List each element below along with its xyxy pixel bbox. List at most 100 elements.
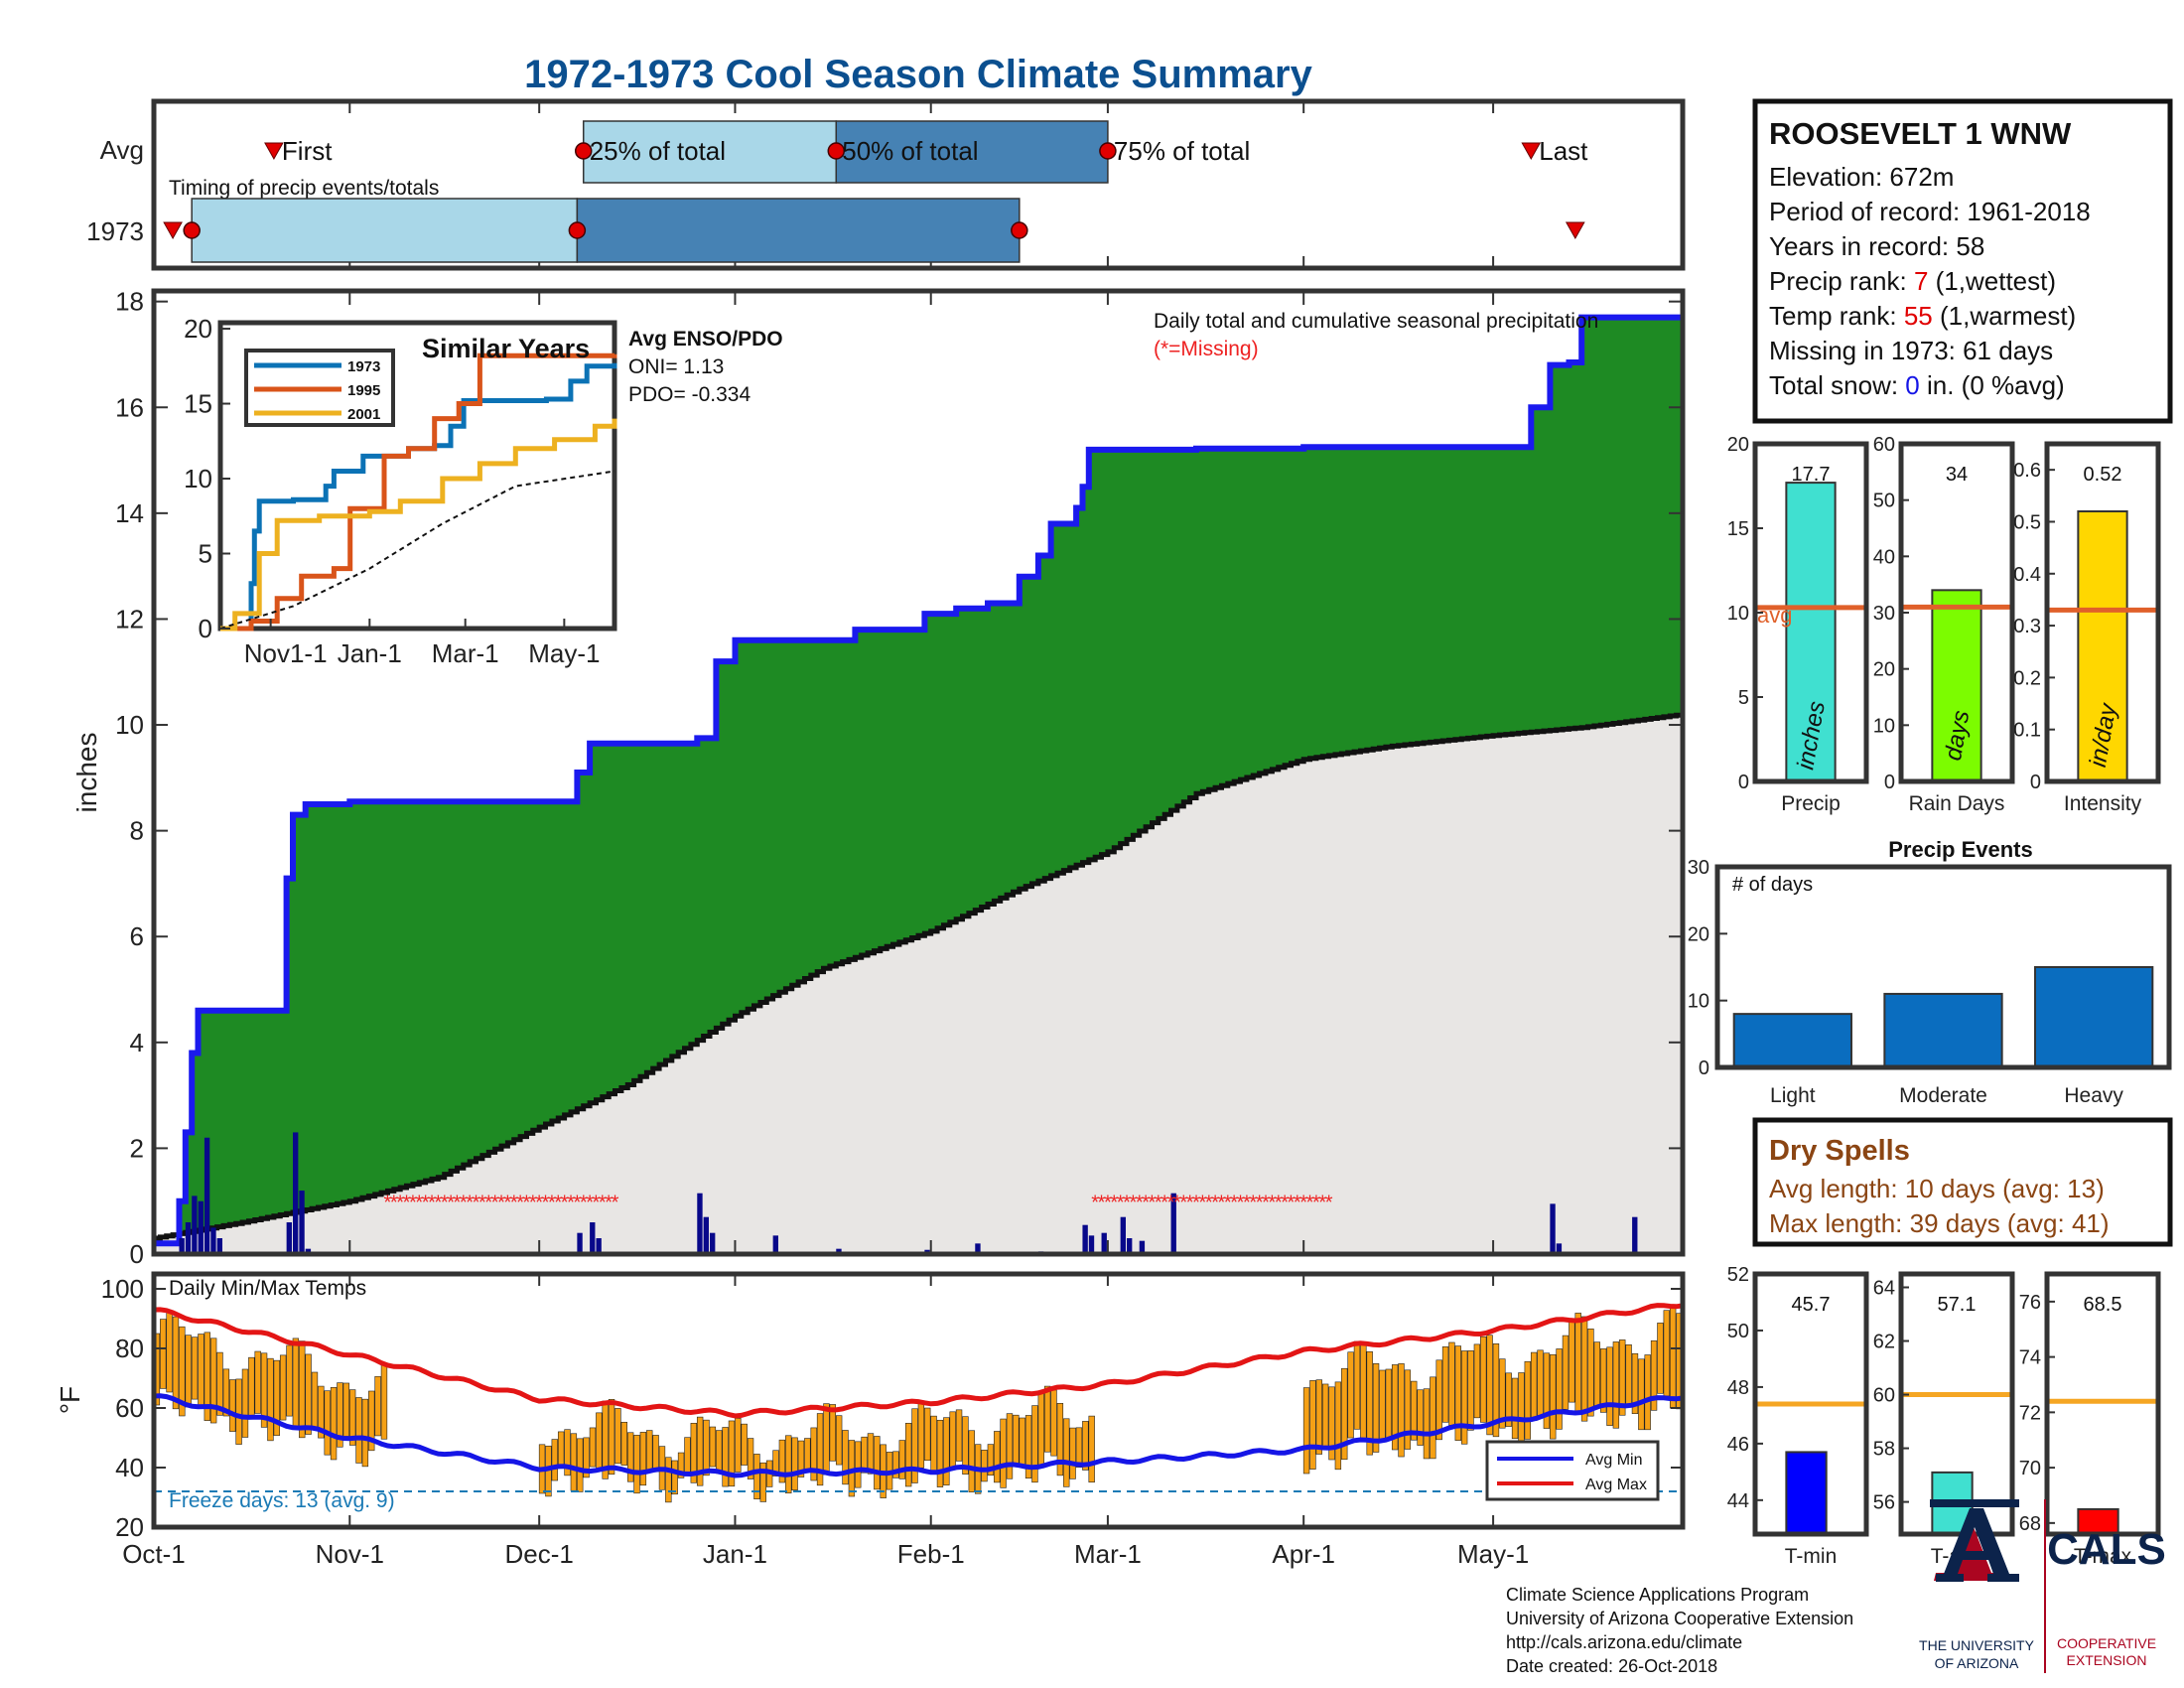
- temp-bar-26: [318, 1385, 325, 1439]
- summary-ytick-label-1-0: 0: [1884, 772, 1895, 793]
- temp-bar-164: [1550, 1353, 1557, 1440]
- temp-ytick-label-2: 60: [115, 1393, 144, 1423]
- events-y-label: # of days: [1732, 874, 1813, 896]
- temp-bar-123: [1082, 1421, 1089, 1471]
- events-ytick-label-3: 30: [1688, 857, 1709, 879]
- temp-bar-128: [1321, 1383, 1329, 1450]
- temp-bar-176: [1625, 1344, 1632, 1406]
- temp-bar-143: [1417, 1389, 1424, 1446]
- missing-marker-nov-70: *: [593, 1193, 601, 1214]
- avg-first-label: First: [282, 136, 333, 166]
- precip-rank: Precip rank: 7 (1,wettest): [1769, 266, 2056, 296]
- ua-line-1: THE UNIVERSITY: [1919, 1637, 2035, 1653]
- missing-marker-mar-159: *: [1155, 1193, 1162, 1214]
- precip-ytick-label-6: 12: [115, 604, 144, 633]
- temp-bar-9: [209, 1337, 217, 1424]
- temp-bar-94: [898, 1440, 905, 1479]
- temp-bar-108: [987, 1444, 995, 1477]
- xtick-label-4: Feb-1: [897, 1539, 965, 1569]
- missing-marker-nov-60: *: [529, 1193, 537, 1214]
- temp-summary-value-0: 45.7: [1792, 1294, 1831, 1316]
- event-bar-heavy: [2034, 966, 2154, 1068]
- temp-bar-140: [1398, 1363, 1405, 1458]
- precip-rank-prefix: Precip rank:: [1769, 266, 1914, 296]
- xtick-label-3: Jan-1: [703, 1539, 767, 1569]
- temp-bar-129: [1328, 1386, 1335, 1461]
- temp-bar-74: [772, 1450, 779, 1477]
- temp-bar-4: [179, 1326, 186, 1417]
- temp-rank-value: 55: [1904, 301, 1933, 331]
- precip-ytick-label-4: 8: [130, 816, 144, 846]
- temp-summary-xlabel-2: T-max: [2074, 1545, 2132, 1568]
- events-frame: [1714, 864, 2172, 1070]
- missing-marker-nov-49: *: [460, 1193, 468, 1214]
- temp-bar-131: [1341, 1367, 1348, 1461]
- temp-bar-31: [348, 1389, 356, 1446]
- missing-marker-mar-178: *: [1275, 1193, 1283, 1214]
- temp-bar-149: [1454, 1345, 1461, 1441]
- temp-summary-frame-1: [1898, 1271, 2015, 1537]
- university-of-arizona-logo: THE UNIVERSITY OF ARIZONA: [1919, 1499, 2035, 1671]
- missing-marker-nov-52: *: [478, 1193, 486, 1214]
- daily-precip-bar-22: [1082, 1224, 1088, 1254]
- temp-bar-62: [696, 1416, 704, 1486]
- missing-marker-mar-184: *: [1312, 1193, 1320, 1214]
- summary-avg-label-0: avg: [1757, 603, 1792, 628]
- avg-75-marker: [1099, 142, 1117, 160]
- missing-marker-mar-151: *: [1104, 1193, 1112, 1214]
- missing-marker-mar-171: *: [1230, 1193, 1238, 1214]
- xtick-label-0: Oct-1: [122, 1539, 186, 1569]
- missing-marker-mar-158: *: [1149, 1193, 1157, 1214]
- temp-rank-prefix: Temp rank:: [1769, 301, 1904, 331]
- missing-marker-mar-175: *: [1256, 1193, 1264, 1214]
- daily-precip-bar-12: [590, 1222, 596, 1254]
- temp-bar-163: [1543, 1352, 1551, 1429]
- inset-line-1995: [220, 352, 617, 632]
- temp-bar-137: [1379, 1369, 1386, 1441]
- xtick-label-2: Dec-1: [505, 1539, 574, 1569]
- daily-precip-bar-31: [1632, 1216, 1638, 1254]
- xtick-label-5: Mar-1: [1074, 1539, 1142, 1569]
- dry-spells-title: Dry Spells: [1769, 1135, 1910, 1167]
- temp-bar-5: [185, 1335, 192, 1408]
- missing-marker-mar-183: *: [1306, 1193, 1314, 1214]
- temp-bar-10: [216, 1351, 223, 1416]
- avg-50-marker: [827, 142, 846, 160]
- temp-bar-71: [753, 1454, 760, 1499]
- temp-bar-82: [823, 1403, 830, 1476]
- temp-bar-99: [930, 1415, 937, 1473]
- missing-marker-mar-181: *: [1294, 1193, 1301, 1214]
- missing-marker-mar-153: *: [1117, 1193, 1125, 1214]
- daily-precip-bar-11: [577, 1232, 583, 1254]
- temp-bar-169: [1580, 1316, 1588, 1422]
- temp-bar-100: [936, 1419, 944, 1487]
- temp-bar-45: [589, 1427, 597, 1468]
- inset-ytick-label-1: 5: [199, 539, 212, 569]
- missing-marker-mar-163: *: [1179, 1193, 1187, 1214]
- inset-ytick-label-3: 15: [184, 389, 212, 419]
- footer-url: http://cals.arizona.edu/climate: [1506, 1632, 1742, 1652]
- summary-value-2: 0.52: [2084, 464, 2122, 486]
- missing-marker-nov-46: *: [441, 1193, 449, 1214]
- temp-bar-87: [855, 1441, 862, 1488]
- temp-bar-175: [1619, 1339, 1626, 1416]
- missing-marker-mar-154: *: [1123, 1193, 1131, 1214]
- temp-bar-139: [1391, 1364, 1399, 1451]
- missing-marker-nov-53: *: [484, 1193, 492, 1214]
- temp-bar-41: [564, 1429, 571, 1477]
- summary-ytick-label-0-0: 0: [1738, 772, 1749, 793]
- temp-bar-6: [191, 1336, 199, 1400]
- y1973-first-25-bar: [191, 198, 579, 263]
- temp-bar-46: [596, 1412, 603, 1472]
- avg-50-75-bar: [835, 120, 1109, 184]
- summary-ytick-label-0-4: 20: [1727, 434, 1749, 456]
- enso-title: Avg ENSO/PDO: [628, 328, 783, 351]
- y1973-first-marker: [183, 221, 201, 239]
- dry-spells-frame: [1752, 1117, 2173, 1247]
- avg-25-label: 25% of total: [590, 136, 726, 166]
- temp-summary-ytick-label-2-3: 74: [2019, 1347, 2041, 1369]
- missing-marker-mar-180: *: [1288, 1193, 1296, 1214]
- daily-precip-bar-0: [179, 1238, 185, 1254]
- avg-max-line: [153, 1303, 1684, 1419]
- temp-bar-72: [759, 1462, 766, 1502]
